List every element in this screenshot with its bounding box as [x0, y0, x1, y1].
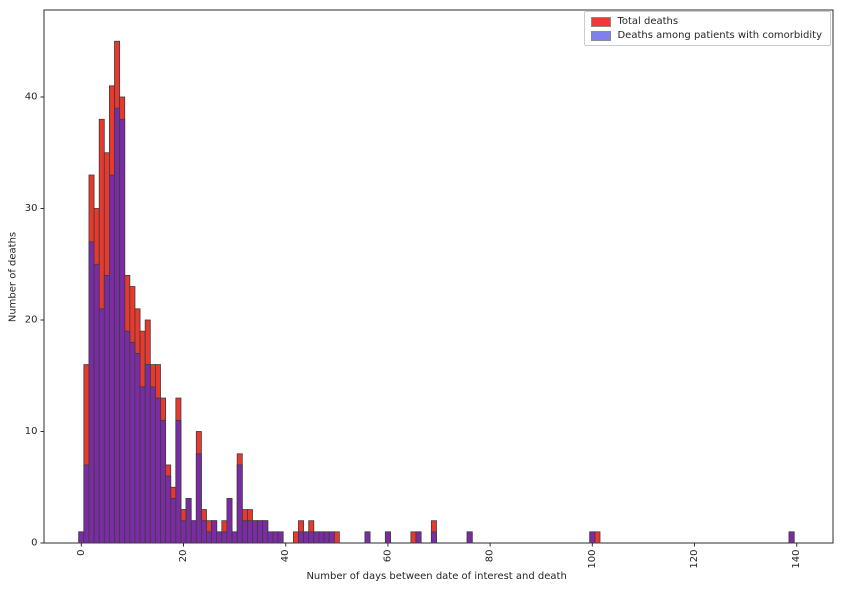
- bar-comorbid-day-15: [155, 397, 161, 544]
- bar-comorbid-day-100: [589, 531, 596, 544]
- bar-comorbid-day-76: [466, 531, 473, 544]
- x-tick-label-80: 80: [485, 550, 496, 563]
- bar-comorbid-day-44: [303, 531, 310, 544]
- legend-label-comorbid-deaths: Deaths among patients with comorbidity: [617, 30, 822, 41]
- bar-comorbid-day-56: [364, 531, 371, 544]
- bar-comorbid-day-8: [119, 118, 126, 544]
- bar-total-day-101: [594, 531, 601, 544]
- bar-comorbid-day-17: [165, 475, 172, 544]
- legend-item-comorbid: Deaths among patients with comorbidity: [591, 30, 822, 41]
- bar-comorbid-day-2: [88, 241, 95, 544]
- bar-comorbid-day-30: [231, 531, 238, 544]
- legend-swatch-total-deaths: [591, 16, 612, 27]
- bar-comorbid-day-69: [430, 531, 437, 544]
- bar-comorbid-day-36: [262, 520, 269, 544]
- y-tick-label-40: 40: [25, 91, 38, 102]
- bar-comorbid-day-49: [328, 531, 335, 544]
- bar-comorbid-day-38: [272, 531, 279, 544]
- bar-comorbid-day-24: [200, 520, 207, 544]
- x-tick-label-120: 120: [689, 550, 700, 569]
- bar-comorbid-day-33: [246, 520, 253, 544]
- bar-total-day-42: [292, 531, 299, 544]
- bar-comorbid-day-3: [93, 263, 100, 544]
- legend: Total deaths Deaths among patients with …: [584, 11, 831, 46]
- bar-comorbid-day-29: [226, 497, 233, 544]
- bar-comorbid-day-26: [211, 520, 218, 544]
- svg-text:80: 80: [485, 550, 496, 563]
- svg-text:60: 60: [382, 550, 393, 563]
- x-tick-label-20: 20: [178, 550, 189, 563]
- svg-text:20: 20: [178, 550, 189, 563]
- bar-total-day-50: [333, 531, 340, 544]
- x-tick-label-0: 0: [76, 550, 87, 556]
- bar-comorbid-day-35: [257, 520, 264, 544]
- bar-comorbid-day-9: [124, 330, 131, 544]
- bar-comorbid-day-32: [241, 520, 248, 544]
- legend-label-total-deaths: Total deaths: [617, 16, 679, 27]
- bar-comorbid-day-7: [114, 107, 121, 544]
- bar-comorbid-day-31: [236, 464, 243, 544]
- bar-comorbid-day-16: [160, 419, 167, 544]
- bar-comorbid-day-25: [206, 531, 213, 544]
- bar-comorbid-day-66: [415, 531, 422, 544]
- legend-swatch-comorbid-deaths: [591, 30, 612, 41]
- svg-text:140: 140: [791, 550, 802, 569]
- y-tick-label-30: 30: [25, 203, 38, 214]
- bar-comorbid-day-21: [185, 497, 192, 544]
- bar-comorbid-day-37: [267, 531, 274, 544]
- bar-comorbid-day-4: [98, 308, 105, 544]
- svg-text:0: 0: [76, 550, 87, 556]
- bar-comorbid-day-39: [277, 531, 284, 544]
- x-tick-label-60: 60: [382, 550, 393, 563]
- x-tick-label-140: 140: [791, 550, 802, 569]
- bar-comorbid-day-14: [149, 386, 156, 544]
- bar-comorbid-day-13: [144, 364, 151, 544]
- svg-text:100: 100: [587, 550, 598, 569]
- bar-comorbid-day-28: [221, 531, 228, 544]
- bar-comorbid-day-6: [109, 174, 115, 544]
- bar-comorbid-day-47: [318, 531, 325, 544]
- bar-comorbid-day-60: [384, 531, 391, 544]
- bar-comorbid-day-46: [313, 531, 320, 544]
- bar-comorbid-day-22: [190, 520, 197, 544]
- bar-comorbid-day-45: [308, 531, 315, 544]
- bar-comorbid-day-1: [83, 464, 90, 544]
- y-axis-label: Number of deaths: [7, 231, 19, 323]
- bar-total-day-65: [410, 531, 417, 544]
- bar-comorbid-day-48: [323, 531, 330, 544]
- bar-comorbid-day-12: [139, 386, 146, 544]
- bar-comorbid-day-19: [175, 419, 182, 544]
- bar-comorbid-day-34: [252, 520, 259, 544]
- bar-comorbid-day-43: [298, 531, 304, 544]
- bar-comorbid-day-5: [103, 274, 110, 544]
- y-tick-label-0: 0: [31, 538, 37, 549]
- bar-comorbid-day-139: [788, 531, 795, 544]
- x-tick-label-40: 40: [280, 550, 291, 563]
- legend-item-total: Total deaths: [591, 16, 822, 27]
- bar-comorbid-day-23: [195, 453, 202, 544]
- bar-comorbid-day-18: [170, 497, 177, 544]
- x-tick-label-100: 100: [587, 550, 598, 569]
- y-tick-label-20: 20: [25, 314, 38, 325]
- svg-text:120: 120: [689, 550, 700, 569]
- svg-text:40: 40: [280, 550, 291, 563]
- bar-comorbid-day-20: [180, 520, 187, 544]
- bar-comorbid-day-0: [78, 531, 85, 544]
- x-axis-label: Number of days between date of interest …: [306, 571, 567, 582]
- bar-comorbid-day-27: [216, 531, 223, 544]
- bar-comorbid-day-10: [129, 341, 136, 544]
- y-tick-label-10: 10: [25, 426, 38, 437]
- bar-comorbid-day-11: [134, 353, 141, 544]
